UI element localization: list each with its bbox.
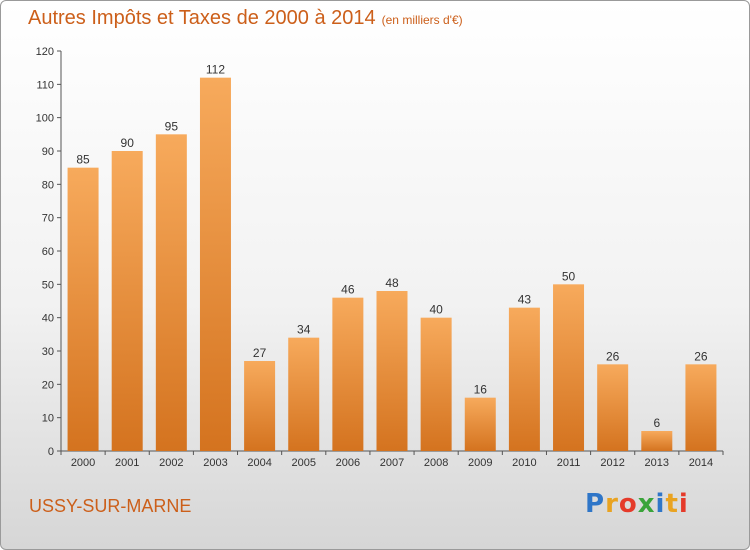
logo-letter: x [637, 489, 656, 519]
x-tick-label: 2008 [424, 457, 448, 469]
bar-value-label: 16 [474, 383, 488, 397]
bar-value-label: 50 [562, 269, 576, 283]
y-tick-label: 30 [42, 346, 54, 358]
x-tick-label: 2012 [600, 457, 624, 469]
bar [244, 361, 276, 451]
bar [199, 77, 231, 452]
chart-title-text: Autres Impôts et Taxes de 2000 à 2014 [28, 7, 376, 29]
bar [67, 167, 99, 451]
bar-value-label: 26 [606, 349, 620, 363]
bar-value-label: 43 [518, 293, 532, 307]
bar-value-label: 26 [694, 349, 708, 363]
y-tick-label: 80 [42, 179, 54, 191]
bar [376, 291, 408, 451]
bar-value-label: 112 [206, 63, 225, 77]
bar-value-label: 90 [121, 136, 135, 150]
x-tick-label: 2013 [645, 457, 669, 469]
chart-bars [67, 77, 717, 452]
bar-value-label: 27 [253, 346, 267, 360]
logo-letter: r [605, 489, 619, 519]
x-tick-label: 2014 [689, 457, 713, 469]
bar [288, 337, 320, 451]
x-tick-label: 2005 [291, 457, 315, 469]
bar [420, 317, 452, 451]
y-tick-label: 70 [42, 213, 54, 225]
chart-labels: 85 2000 90 2001 95 2002 112 2003 27 2004 34 2005 46 2… [71, 63, 713, 469]
bar [685, 364, 717, 451]
x-tick-label: 2007 [380, 457, 404, 469]
x-tick-label: 2011 [557, 457, 581, 469]
commune-name: USSY-SUR-MARNE [29, 496, 192, 516]
x-tick-label: 2002 [159, 457, 183, 469]
bar [111, 151, 143, 451]
logo-letter: t [665, 489, 679, 519]
y-tick-label: 10 [42, 413, 54, 425]
bar [641, 431, 673, 451]
bar-value-label: 46 [341, 283, 355, 297]
bar [332, 297, 364, 451]
proxiti-logo: Proxiti [585, 489, 689, 519]
bar-value-label: 40 [429, 303, 443, 317]
y-tick-label: 120 [36, 46, 54, 58]
bar [597, 364, 629, 451]
x-tick-label: 2004 [247, 457, 271, 469]
bar [508, 307, 540, 451]
chart-title: Autres Impôts et Taxes de 2000 à 2014 (en… [28, 7, 463, 30]
logo-letter: i [655, 489, 666, 519]
bar-value-label: 48 [385, 276, 399, 290]
y-tick-label: 0 [48, 446, 54, 458]
x-tick-label: 2006 [336, 457, 360, 469]
bar-value-label: 95 [165, 119, 179, 133]
y-tick-label: 110 [36, 79, 54, 91]
bar [553, 284, 585, 451]
x-tick-label: 2010 [512, 457, 536, 469]
y-tick-label: 100 [36, 113, 54, 125]
chart-subtitle: (en milliers d'€) [381, 13, 463, 27]
logo-letter: o [618, 489, 638, 519]
x-tick-label: 2001 [115, 457, 139, 469]
bar-value-label: 6 [653, 416, 660, 430]
x-tick-label: 2003 [203, 457, 227, 469]
bar-value-label: 85 [76, 153, 90, 167]
logo-letter: P [585, 489, 606, 519]
bar-value-label: 34 [297, 323, 311, 337]
y-tick-label: 90 [42, 146, 54, 158]
x-tick-label: 2000 [71, 457, 95, 469]
x-tick-label: 2009 [468, 457, 492, 469]
logo-letter: i [678, 489, 689, 519]
y-tick-label: 50 [42, 279, 54, 291]
y-tick-label: 40 [42, 313, 54, 325]
y-tick-label: 60 [42, 246, 54, 258]
bar [464, 397, 496, 451]
bar [155, 134, 187, 452]
y-tick-label: 20 [42, 379, 54, 391]
